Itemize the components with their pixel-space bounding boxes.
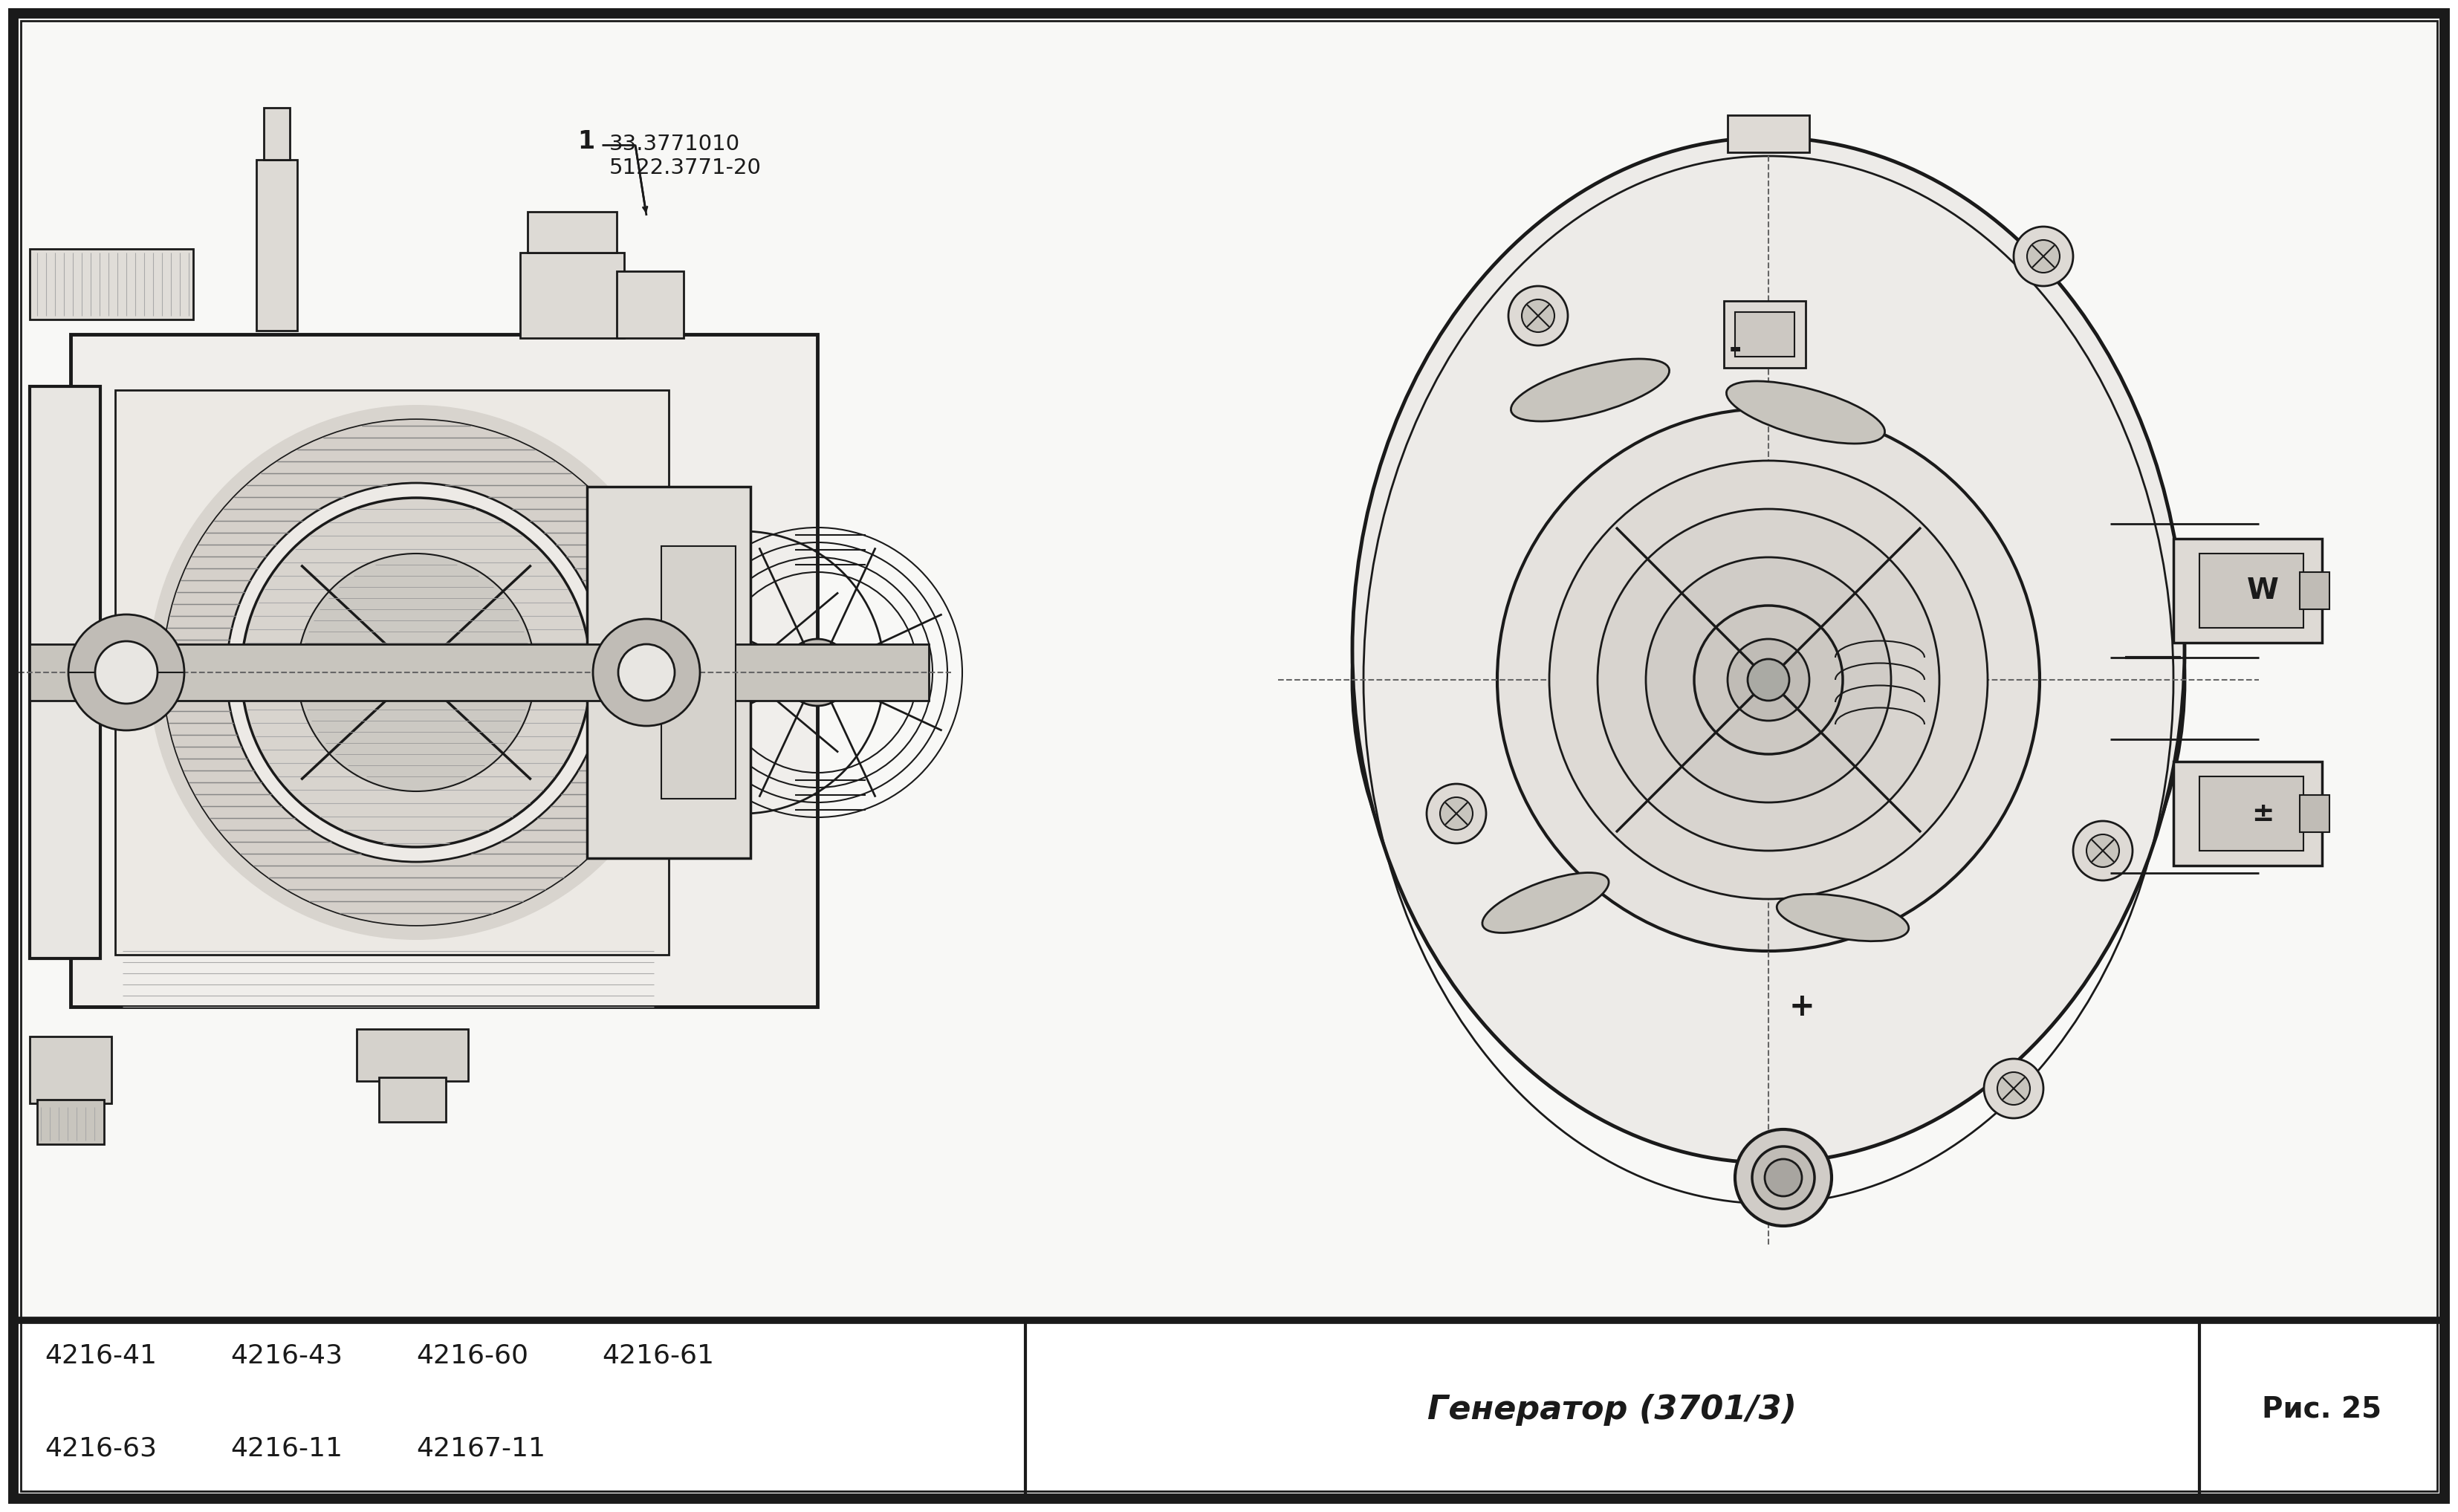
- Circle shape: [1735, 1129, 1831, 1226]
- Text: Рис. 25: Рис. 25: [2261, 1396, 2382, 1424]
- Bar: [2200, 553, 2303, 627]
- Circle shape: [226, 482, 605, 862]
- Bar: [2173, 762, 2323, 865]
- Circle shape: [1549, 461, 1989, 900]
- Bar: [661, 546, 735, 798]
- Circle shape: [1998, 1072, 2030, 1105]
- Circle shape: [1426, 783, 1487, 844]
- Circle shape: [1647, 558, 1890, 803]
- Circle shape: [69, 614, 184, 730]
- Bar: [15, 15, 2443, 1318]
- Text: 4216-61: 4216-61: [602, 1343, 715, 1368]
- Circle shape: [1440, 797, 1472, 830]
- Bar: [356, 1030, 467, 1081]
- Circle shape: [1748, 659, 1789, 700]
- Bar: [617, 271, 683, 339]
- Bar: [29, 644, 929, 700]
- Text: Генератор (3701/3): Генератор (3701/3): [1428, 1394, 1797, 1426]
- Text: 42167-11: 42167-11: [415, 1435, 546, 1461]
- Text: ±: ±: [2252, 801, 2274, 826]
- Bar: [263, 107, 290, 160]
- Bar: [587, 487, 750, 859]
- Bar: [379, 1078, 445, 1122]
- Circle shape: [1497, 408, 2040, 951]
- Bar: [71, 334, 819, 1007]
- Bar: [116, 390, 669, 954]
- Bar: [2200, 777, 2303, 851]
- Ellipse shape: [1482, 872, 1610, 933]
- Circle shape: [619, 644, 673, 700]
- Circle shape: [1522, 299, 1553, 333]
- Circle shape: [1598, 510, 1939, 851]
- Circle shape: [2072, 821, 2134, 880]
- Circle shape: [165, 420, 669, 925]
- Text: +: +: [1789, 992, 1814, 1022]
- Circle shape: [241, 497, 590, 847]
- Circle shape: [165, 420, 669, 925]
- Bar: [29, 1037, 111, 1104]
- Circle shape: [2087, 835, 2119, 866]
- Circle shape: [96, 641, 157, 703]
- Ellipse shape: [1777, 894, 1910, 940]
- Text: 4216-11: 4216-11: [231, 1435, 342, 1461]
- Bar: [528, 212, 617, 253]
- Text: 4216-63: 4216-63: [44, 1435, 157, 1461]
- Circle shape: [1753, 1146, 1814, 1210]
- Ellipse shape: [1512, 358, 1669, 422]
- Circle shape: [718, 647, 769, 699]
- Circle shape: [1765, 1160, 1802, 1196]
- Circle shape: [2028, 240, 2060, 272]
- Circle shape: [801, 656, 833, 689]
- Circle shape: [1728, 640, 1809, 721]
- Circle shape: [2013, 227, 2072, 286]
- Bar: [2301, 795, 2330, 832]
- Bar: [29, 387, 101, 959]
- Ellipse shape: [1352, 138, 2185, 1163]
- Circle shape: [784, 640, 850, 706]
- Text: 33.3771010
5122.3771-20: 33.3771010 5122.3771-20: [610, 133, 762, 178]
- Ellipse shape: [1726, 381, 1885, 443]
- Bar: [1735, 311, 1794, 357]
- Bar: [2173, 538, 2323, 643]
- Text: -: -: [1728, 334, 1740, 364]
- Bar: [2301, 572, 2330, 609]
- Bar: [37, 1099, 103, 1145]
- Circle shape: [1694, 605, 1844, 754]
- Bar: [1728, 115, 1809, 153]
- Text: 4216-41: 4216-41: [44, 1343, 157, 1368]
- Text: 4216-60: 4216-60: [415, 1343, 528, 1368]
- Circle shape: [1509, 286, 1568, 346]
- Bar: [256, 160, 297, 331]
- Circle shape: [147, 405, 683, 940]
- Text: 1: 1: [578, 129, 595, 153]
- Bar: [1723, 301, 1807, 367]
- Circle shape: [297, 553, 536, 791]
- Text: 4216-43: 4216-43: [231, 1343, 342, 1368]
- Bar: [521, 253, 624, 339]
- Circle shape: [1984, 1058, 2043, 1119]
- Bar: [29, 249, 194, 319]
- Circle shape: [1352, 263, 2185, 1096]
- Circle shape: [592, 618, 701, 726]
- Text: W: W: [2247, 576, 2279, 605]
